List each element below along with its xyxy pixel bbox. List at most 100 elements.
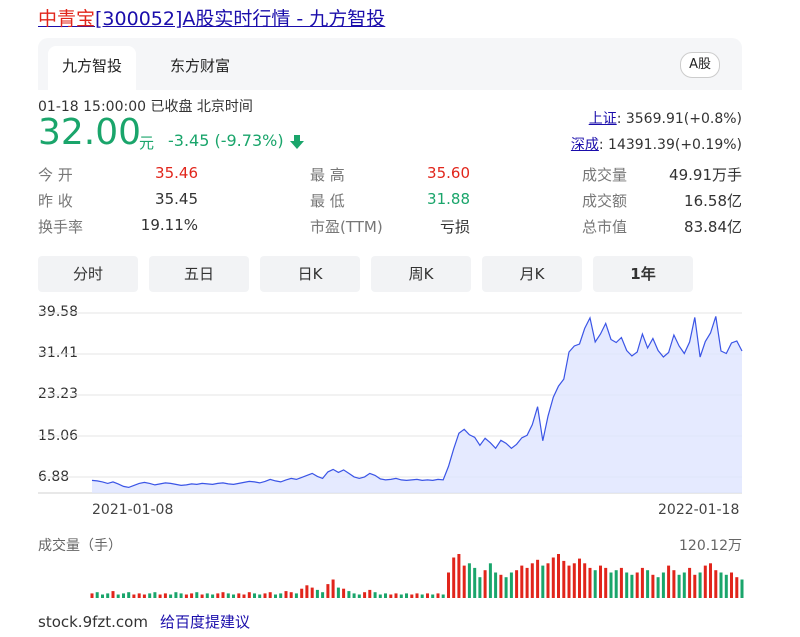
stat-amount-label: 成交额 — [582, 192, 628, 210]
tab-intraday[interactable]: 分时 — [38, 256, 138, 292]
feedback-link[interactable]: 给百度提建议 — [159, 613, 250, 631]
volume-bar — [630, 574, 634, 598]
source-tabs: 九方智投 东方财富 A股 — [38, 38, 742, 90]
y-tick-label: 23.23 — [38, 386, 79, 402]
volume-bar — [447, 572, 450, 598]
volume-bar — [253, 593, 256, 598]
volume-bar — [714, 570, 718, 598]
volume-bar — [546, 563, 550, 598]
volume-bar — [247, 592, 251, 598]
volume-bar — [599, 565, 602, 598]
volume-bar — [211, 594, 215, 598]
volume-bar — [698, 572, 702, 598]
volume-bar — [483, 570, 487, 598]
volume-bar — [688, 567, 692, 598]
volume-bar — [137, 593, 141, 598]
page-title[interactable]: 中青宝[300052]A股实时行情 - 九方智投 — [38, 8, 386, 30]
volume-bar — [609, 572, 613, 598]
x-end-label: 2022-01-18 — [658, 502, 740, 518]
volume-bar — [274, 594, 277, 598]
stat-open: 35.46 — [155, 164, 198, 182]
volume-bar — [530, 563, 534, 598]
index-shenzhen[interactable]: 深成: 14391.39(+0.19%) — [570, 137, 742, 153]
stat-low: 31.88 — [427, 190, 470, 208]
volume-bar — [614, 570, 618, 598]
volume-bar — [300, 588, 304, 598]
volume-bar — [572, 563, 576, 598]
stat-pe-label: 市盈(TTM) — [310, 218, 383, 236]
stat-open-label: 今 开 — [38, 166, 73, 184]
volume-bar — [310, 587, 314, 598]
volume-bar — [504, 577, 508, 598]
volume-bar — [289, 592, 293, 598]
quote-meta: 01-18 15:00:00 已收盘 北京时间 — [38, 99, 253, 115]
market-badge[interactable]: A股 — [680, 52, 720, 78]
volume-bar — [122, 593, 125, 598]
stat-prev: 35.45 — [155, 190, 198, 208]
volume-bar — [384, 593, 387, 598]
volume-bar — [420, 594, 424, 598]
footer: stock.9fzt.com 给百度提建议 — [38, 611, 250, 632]
volume-bar — [184, 594, 188, 598]
volume-bar — [342, 588, 346, 598]
volume-bar — [719, 572, 723, 598]
price-area — [92, 316, 742, 493]
volume-bar — [724, 574, 728, 598]
site-link[interactable]: stock.9fzt.com — [38, 613, 148, 631]
volume-bar — [730, 572, 733, 598]
volume-bar — [106, 593, 110, 598]
tab-jiufang[interactable]: 九方智投 — [48, 46, 137, 90]
volume-bar — [294, 593, 298, 598]
volume-bar — [279, 593, 283, 598]
volume-bar — [111, 591, 115, 598]
volume-bar — [661, 572, 665, 598]
volume-bar — [205, 593, 209, 598]
volume-bar — [268, 592, 272, 598]
volume-bar — [740, 579, 744, 598]
y-tick-label: 31.41 — [38, 345, 79, 361]
volume-bar — [190, 593, 194, 598]
volume-bar — [258, 594, 262, 598]
volume-bar — [315, 589, 319, 598]
index-shanghai[interactable]: 上证: 3569.91(+0.8%) — [588, 111, 742, 127]
volume-bar — [237, 593, 241, 598]
volume-bar — [378, 594, 382, 598]
tab-monthly-k[interactable]: 月K — [482, 256, 582, 292]
volume-bar — [153, 592, 157, 598]
volume-bar — [331, 579, 335, 598]
volume-bar — [677, 574, 681, 598]
volume-bar — [405, 593, 408, 598]
volume-bar — [578, 558, 581, 598]
tab-one-year[interactable]: 1年 — [593, 256, 693, 292]
volume-bar — [352, 593, 356, 598]
volume-bar — [326, 584, 330, 598]
volume-bar — [557, 554, 560, 598]
tab-daily-k[interactable]: 日K — [260, 256, 360, 292]
volume-bar — [588, 567, 592, 598]
volume-label: 成交量（手） — [38, 538, 122, 554]
volume-bar — [263, 593, 267, 598]
volume-bar — [347, 591, 351, 598]
volume-bar — [656, 577, 660, 598]
stat-turnover-label: 换手率 — [38, 218, 84, 236]
volume-bar — [515, 570, 519, 598]
stat-pe: 亏损 — [439, 218, 470, 236]
volume-bar — [158, 594, 162, 598]
tab-eastmoney[interactable]: 东方财富 — [170, 57, 231, 75]
volume-bar — [216, 593, 220, 598]
stat-amount: 16.58亿 — [684, 192, 742, 210]
tab-five-day[interactable]: 五日 — [149, 256, 249, 292]
tab-weekly-k[interactable]: 周K — [371, 256, 471, 292]
volume-bar — [394, 593, 398, 598]
volume-bar — [95, 592, 99, 598]
stat-volume: 49.91万手 — [669, 166, 742, 184]
volume-bar — [619, 567, 623, 598]
stat-volume-label: 成交量 — [582, 166, 628, 184]
volume-bar — [567, 565, 571, 598]
volume-bar — [101, 594, 104, 598]
volume-bar — [703, 565, 707, 598]
volume-bar — [363, 592, 367, 598]
volume-bar — [242, 594, 246, 598]
volume-bar — [179, 593, 183, 598]
